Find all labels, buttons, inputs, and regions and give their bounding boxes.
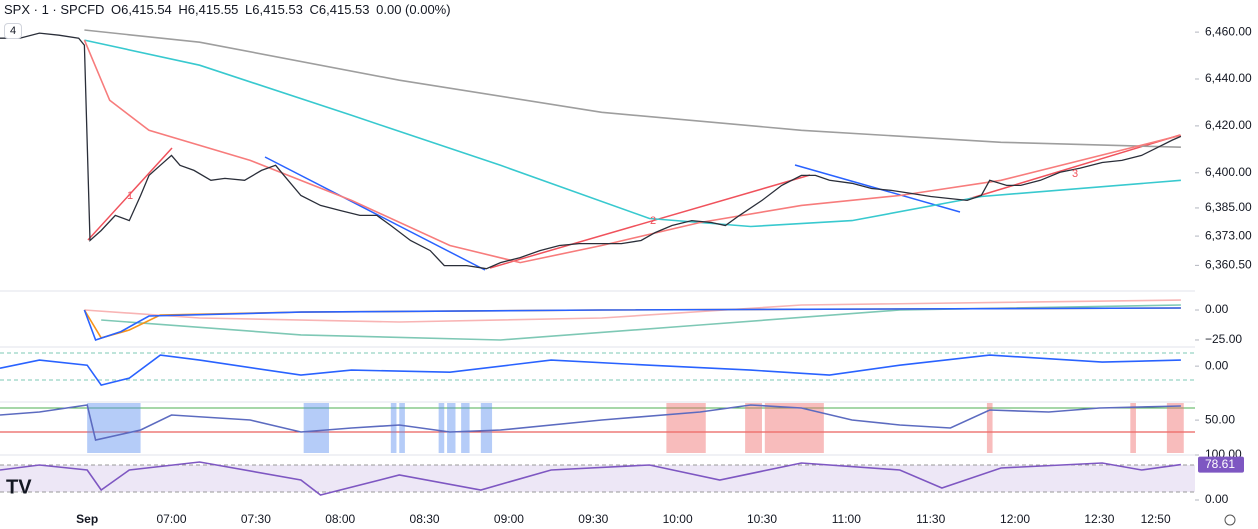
series-line bbox=[0, 354, 1181, 387]
highlight-band bbox=[745, 403, 762, 453]
y-tick-label: 0.00 bbox=[1205, 302, 1229, 316]
y-tick-label: 6,420.00 bbox=[1205, 118, 1252, 132]
symbol: SPX · 1 · SPCFD bbox=[4, 2, 105, 17]
x-tick-label: 08:30 bbox=[410, 512, 440, 526]
logo: TV bbox=[6, 476, 32, 498]
highlight-band bbox=[303, 403, 329, 453]
series-line bbox=[0, 461, 1182, 496]
x-tick-label: 11:30 bbox=[916, 512, 945, 526]
y-tick-label: 0.00 bbox=[1205, 492, 1229, 506]
x-tick-label: 12:50 bbox=[1141, 512, 1171, 526]
y-tick-label: 6,360.50 bbox=[1205, 258, 1252, 272]
highlight-band bbox=[480, 403, 493, 453]
last-value-label: 78.61 bbox=[1205, 457, 1235, 471]
ohlc-label: L bbox=[245, 2, 253, 17]
highlight-band bbox=[438, 403, 445, 453]
x-tick-label: 08:00 bbox=[325, 512, 355, 526]
highlight-band bbox=[390, 403, 397, 453]
series-line bbox=[83, 39, 1182, 264]
ohlc-value: 6,415.55 bbox=[187, 2, 239, 17]
highlight-band bbox=[461, 403, 470, 453]
highlight-band bbox=[1166, 403, 1184, 453]
x-tick-label: 11:00 bbox=[832, 512, 861, 526]
series-line bbox=[84, 39, 1181, 228]
y-tick-label: −25.00 bbox=[1205, 332, 1242, 346]
wave-label: 3 bbox=[1072, 168, 1078, 180]
header: SPX · 1 · SPCFD O6,415.54 H6,415.55 L6,4… bbox=[4, 2, 454, 17]
ohlc-value: 6,415.53 bbox=[252, 2, 303, 17]
x-tick-label: 12:30 bbox=[1084, 512, 1114, 526]
wave-label: 1 bbox=[127, 190, 133, 202]
highlight-band bbox=[447, 403, 456, 453]
trend-line bbox=[489, 174, 811, 269]
y-tick-label: 6,373.00 bbox=[1205, 228, 1252, 242]
highlight-band bbox=[87, 403, 141, 453]
wave-label: 2 bbox=[650, 215, 656, 227]
last-value-box bbox=[1198, 456, 1244, 473]
highlight-band bbox=[1130, 403, 1136, 453]
highlight-band bbox=[986, 403, 993, 453]
x-tick-label: 10:00 bbox=[663, 512, 693, 526]
y-tick-label: 50.00 bbox=[1205, 412, 1235, 426]
series-line bbox=[83, 307, 1181, 342]
x-tick-label: 07:30 bbox=[241, 512, 271, 526]
series-line bbox=[0, 404, 1181, 441]
series-line bbox=[84, 299, 1181, 323]
y-tick-label: 6,385.00 bbox=[1205, 200, 1252, 214]
x-tick-label: 09:30 bbox=[578, 512, 608, 526]
x-tick-label: 12:00 bbox=[1000, 512, 1030, 526]
highlight-band bbox=[666, 403, 706, 453]
highlight-band bbox=[399, 403, 405, 453]
settings-icon[interactable] bbox=[1224, 514, 1236, 526]
ohlc-label: O bbox=[111, 2, 122, 17]
y-tick-label: 0.00 bbox=[1205, 358, 1229, 372]
rsi-band bbox=[0, 465, 1195, 492]
x-tick-label: 10:30 bbox=[747, 512, 777, 526]
trend-line bbox=[264, 156, 486, 271]
y-tick-label: 6,440.00 bbox=[1205, 71, 1252, 85]
change: 0.00 (0.00%) bbox=[376, 2, 451, 17]
x-tick-label: Sep bbox=[76, 512, 98, 526]
ohlc-value: 6,415.53 bbox=[318, 2, 370, 17]
y-tick-label: 6,460.00 bbox=[1205, 24, 1252, 38]
ohlc-value: 6,415.54 bbox=[121, 2, 172, 17]
trend-line bbox=[87, 147, 173, 241]
layers-badge[interactable]: 4 bbox=[4, 23, 23, 39]
x-tick-label: 07:00 bbox=[157, 512, 187, 526]
ohlc-label: C bbox=[309, 2, 319, 17]
series-line bbox=[0, 32, 1182, 270]
ohlc-label: H bbox=[178, 2, 188, 17]
x-tick-label: 09:00 bbox=[494, 512, 524, 526]
y-tick-label: 6,400.00 bbox=[1205, 165, 1252, 179]
series-line bbox=[83, 307, 1181, 339]
series-line bbox=[84, 29, 1181, 148]
